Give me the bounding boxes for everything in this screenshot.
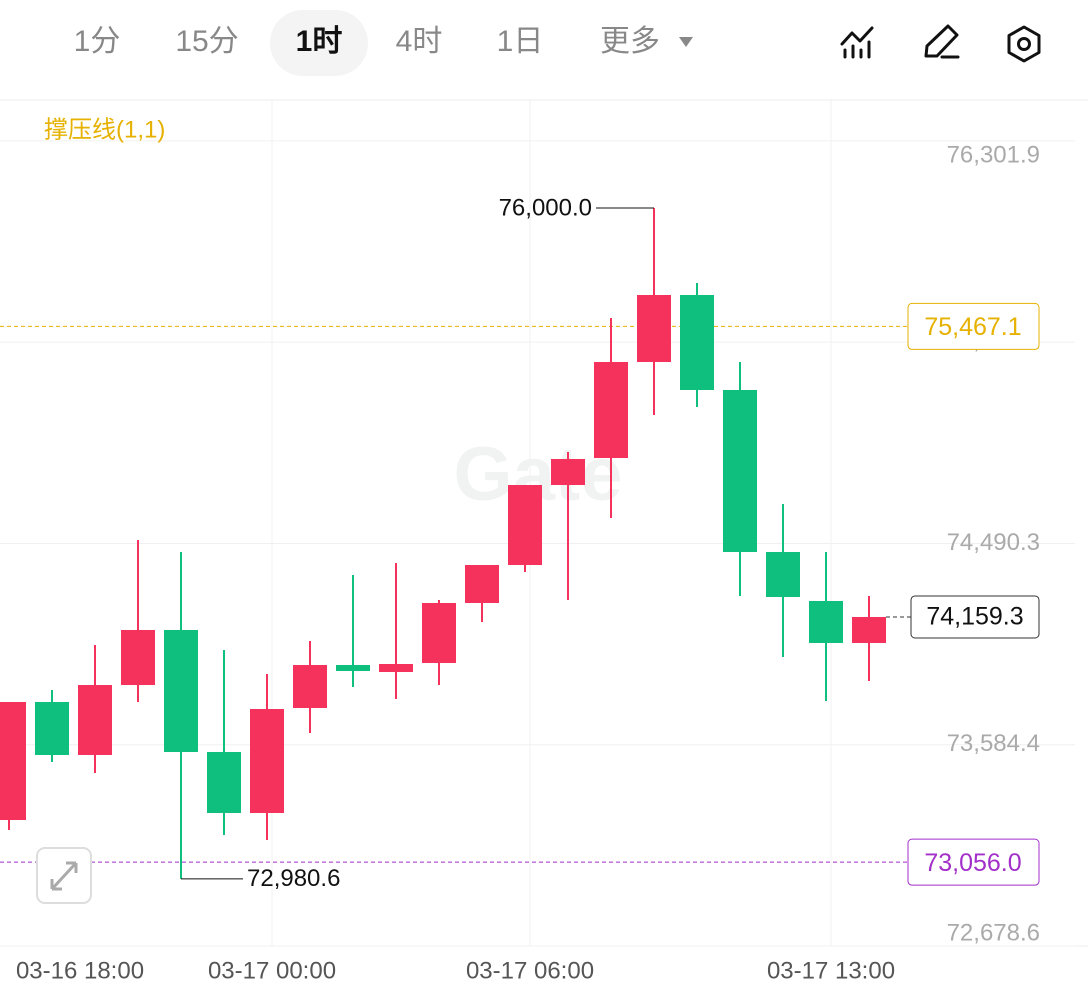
candle-body bbox=[637, 295, 671, 362]
candle-body bbox=[250, 709, 284, 813]
x-tick-label: 03-17 06:00 bbox=[466, 957, 594, 984]
max-label: 76,000.0 bbox=[499, 194, 592, 221]
candle-body bbox=[379, 664, 413, 673]
candle-body bbox=[465, 564, 499, 603]
candle-body bbox=[35, 702, 69, 755]
last-price-label: 74,159.3 bbox=[926, 603, 1023, 631]
candle-body bbox=[293, 665, 327, 709]
x-tick-label: 03-17 00:00 bbox=[208, 957, 336, 984]
y-tick-label: 73,584.4 bbox=[947, 730, 1040, 757]
candle-body bbox=[508, 485, 542, 565]
candle-body bbox=[422, 602, 456, 664]
candle-body bbox=[336, 665, 370, 672]
indicator-icon[interactable] bbox=[840, 26, 874, 59]
candle-body bbox=[680, 295, 714, 390]
candle-body bbox=[0, 702, 26, 820]
candle-body bbox=[594, 361, 628, 459]
level-box bbox=[907, 838, 1040, 886]
indicator-label: 撑压线(1,1) bbox=[44, 116, 165, 143]
expand-button[interactable] bbox=[36, 847, 92, 904]
draw-icon[interactable] bbox=[924, 24, 960, 59]
dropdown-arrow[interactable] bbox=[679, 37, 693, 47]
candle-body bbox=[766, 551, 800, 597]
y-tick-label: 72,678.6 bbox=[947, 919, 1040, 946]
x-tick-label: 03-17 13:00 bbox=[767, 957, 895, 984]
min-label: 72,980.6 bbox=[247, 865, 340, 892]
candle-body bbox=[78, 685, 112, 755]
level-label: 75,467.1 bbox=[924, 313, 1021, 341]
interval-tab[interactable]: 1分 bbox=[74, 25, 121, 58]
y-tick-label: 74,490.3 bbox=[947, 529, 1040, 556]
interval-tab[interactable]: 1日 bbox=[497, 25, 544, 58]
candle-body bbox=[809, 600, 843, 643]
candle-body bbox=[121, 629, 155, 686]
level-box bbox=[907, 302, 1040, 350]
candle-body bbox=[852, 616, 886, 643]
candle-body bbox=[723, 389, 757, 552]
interval-tabs: 1分 15分 1时 4时 1日 bbox=[74, 25, 544, 58]
selected-tab-bg bbox=[270, 10, 368, 76]
x-tick-label: 03-16 18:00 bbox=[16, 957, 144, 984]
interval-tab[interactable]: 1时 bbox=[296, 25, 343, 58]
last-price-box bbox=[910, 595, 1040, 639]
more-tab[interactable]: 更多 bbox=[600, 25, 660, 58]
level-label: 73,056.0 bbox=[924, 849, 1021, 877]
interval-tab[interactable]: 15分 bbox=[175, 25, 238, 58]
interval-tab[interactable]: 4时 bbox=[396, 25, 443, 58]
settings-icon[interactable] bbox=[1007, 25, 1041, 63]
candle-body bbox=[164, 629, 198, 752]
candle-body bbox=[207, 751, 241, 813]
candle-body bbox=[551, 459, 585, 486]
y-tick-label: 76,301.9 bbox=[947, 141, 1040, 168]
